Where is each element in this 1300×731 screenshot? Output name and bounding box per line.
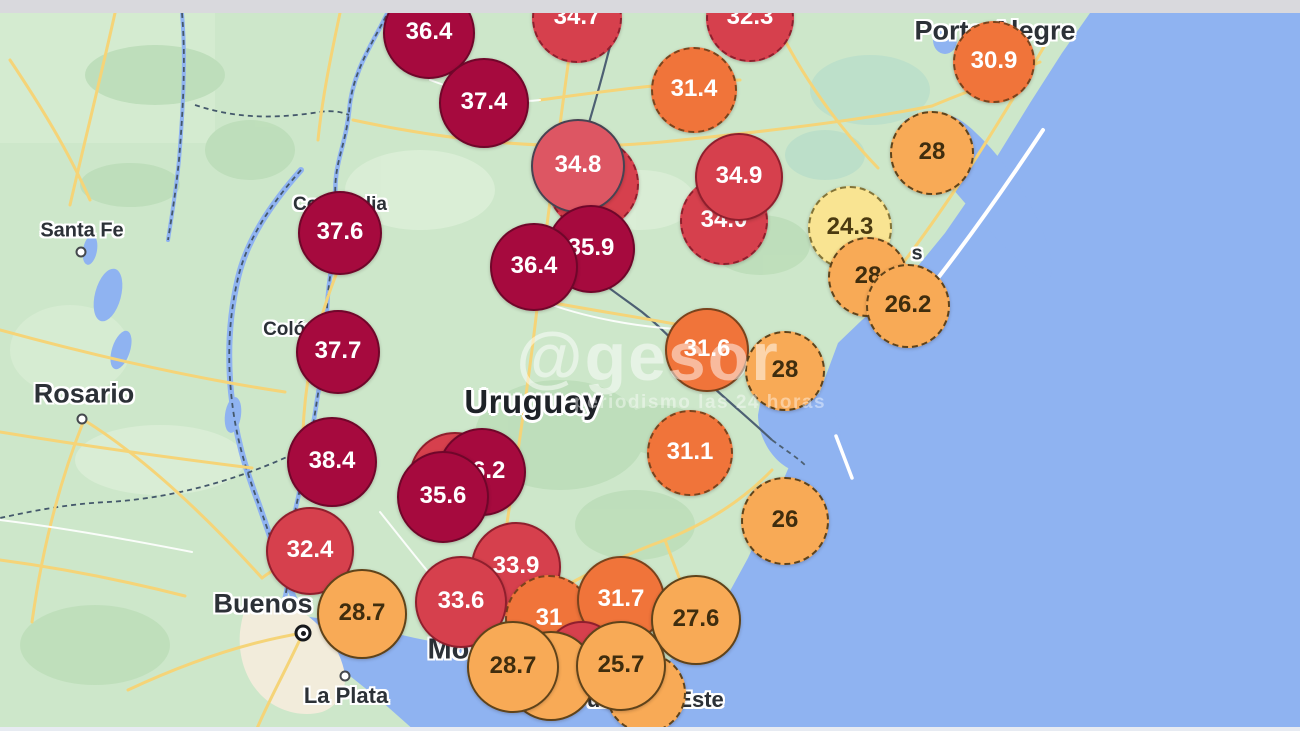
city-label-s: s bbox=[911, 242, 923, 265]
temperature-value: 24.3 bbox=[826, 213, 874, 240]
temperature-marker-37-4[interactable]: 37.4 bbox=[439, 58, 529, 148]
temperature-value: 31.4 bbox=[670, 75, 718, 102]
temperature-value: 28 bbox=[918, 138, 946, 165]
temperature-value: 35.6 bbox=[419, 482, 467, 509]
temperature-value: 34.9 bbox=[715, 162, 763, 189]
terrain-patches bbox=[0, 13, 930, 685]
gesor-watermark-tagline: periodismo las 24 horas bbox=[573, 392, 827, 413]
top-strip bbox=[0, 0, 1300, 13]
temperature-value: 27.6 bbox=[672, 605, 720, 632]
country-label-uruguay: Uruguay bbox=[464, 383, 602, 420]
temperature-marker-26-2[interactable]: 26.2 bbox=[866, 264, 950, 348]
temperature-value: 37.6 bbox=[316, 218, 364, 245]
temperature-value: 28.7 bbox=[489, 652, 537, 679]
temperature-value: 37.7 bbox=[314, 337, 362, 364]
gesor-watermark: @gesor bbox=[516, 319, 780, 395]
temperature-marker-25-7[interactable]: 25.7 bbox=[576, 621, 666, 711]
temperature-value: 30.9 bbox=[970, 47, 1018, 74]
city-marker-rosario[interactable] bbox=[76, 413, 88, 425]
temperature-value: 31.7 bbox=[597, 585, 645, 612]
temperature-marker-37-7[interactable]: 37.7 bbox=[296, 310, 380, 394]
bottom-strip bbox=[0, 727, 1300, 731]
temperature-marker-28-7[interactable]: 28.7 bbox=[467, 621, 559, 713]
city-label-santa-fe: Santa Fe bbox=[40, 219, 124, 242]
temperature-marker-38-4[interactable]: 38.4 bbox=[287, 417, 377, 507]
temperature-marker-31-4[interactable]: 31.4 bbox=[651, 47, 737, 133]
temperature-value: 31 bbox=[535, 604, 563, 631]
temperature-value: 31.6 bbox=[683, 335, 731, 362]
temperature-value: 38.4 bbox=[308, 447, 356, 474]
temperature-marker-30-9[interactable]: 30.9 bbox=[953, 21, 1035, 103]
temperature-value: 36.4 bbox=[510, 252, 558, 279]
temperature-marker-28[interactable]: 28 bbox=[745, 331, 825, 411]
city-label-buenos: Buenos bbox=[213, 588, 313, 619]
city-label-rosario: Rosario bbox=[33, 378, 135, 409]
temperature-value: 31.1 bbox=[666, 438, 714, 465]
ocean bbox=[282, 13, 1300, 731]
temperature-marker-34-9[interactable]: 34.9 bbox=[695, 133, 783, 221]
temperature-marker-28[interactable]: 28 bbox=[890, 111, 974, 195]
temperature-marker-34-8[interactable]: 34.8 bbox=[531, 119, 625, 213]
temperature-marker-31-6[interactable]: 31.6 bbox=[665, 308, 749, 392]
temperature-value: 28.7 bbox=[338, 599, 386, 626]
temperature-value: 34.8 bbox=[554, 151, 602, 178]
temperature-marker-26[interactable]: 26 bbox=[741, 477, 829, 565]
temperature-value: 33.9 bbox=[492, 552, 540, 579]
temperature-value: 26.2 bbox=[884, 291, 932, 318]
temperature-marker-35-6[interactable]: 35.6 bbox=[397, 451, 489, 543]
temperature-value: 28 bbox=[771, 356, 799, 383]
temperature-marker-28-7[interactable]: 28.7 bbox=[317, 569, 407, 659]
temperature-marker-37-6[interactable]: 37.6 bbox=[298, 191, 382, 275]
city-marker-la-plata[interactable] bbox=[339, 670, 351, 682]
temperature-marker-31-1[interactable]: 31.1 bbox=[647, 410, 733, 496]
city-marker-buenos[interactable] bbox=[294, 624, 312, 642]
temperature-marker-36-4[interactable]: 36.4 bbox=[490, 223, 578, 311]
city-marker-santa-fe[interactable] bbox=[75, 246, 87, 258]
temperature-marker-27-6[interactable]: 27.6 bbox=[651, 575, 741, 665]
temperature-value: 33.6 bbox=[437, 587, 485, 614]
temperature-value: 25.7 bbox=[597, 651, 645, 678]
temperature-value: 36.4 bbox=[405, 18, 453, 45]
temperature-value: 37.4 bbox=[460, 88, 508, 115]
temperature-value: 26 bbox=[771, 506, 799, 533]
city-label-la-plata: La Plata bbox=[303, 683, 389, 708]
temperature-value: 32.4 bbox=[286, 536, 334, 563]
